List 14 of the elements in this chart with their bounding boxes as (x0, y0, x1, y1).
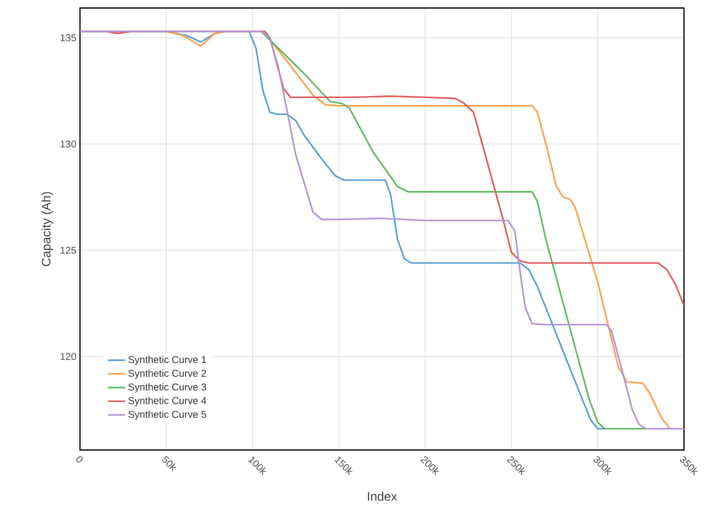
x-tick-label: 0 (76, 456, 83, 463)
line-series (80, 30, 684, 430)
y-axis-title: Capacity (Ah) (41, 192, 54, 266)
legend-label: Synthetic Curve 2 (128, 370, 206, 379)
y-tick-label: 135 (60, 34, 76, 42)
y-tick-label: 130 (60, 140, 76, 148)
x-tick-label: 50k (162, 456, 176, 472)
y-tick-label: 125 (60, 246, 76, 254)
x-axis-title: Index (368, 492, 398, 501)
legend-label: Synthetic Curve 5 (128, 410, 206, 420)
legend-label: Synthetic Curve 4 (128, 396, 206, 406)
legend-label: Synthetic Curve 3 (128, 383, 206, 392)
legend-label: Synthetic Curve 1 (128, 356, 206, 366)
y-tick-label: 120 (60, 352, 76, 360)
